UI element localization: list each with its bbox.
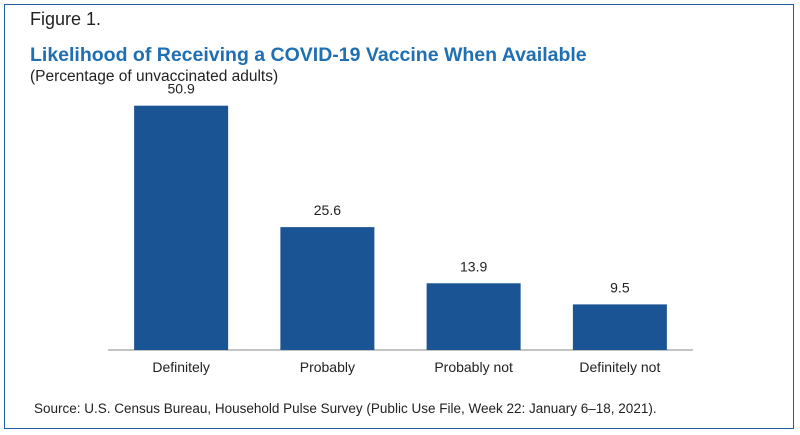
category-label-2: Probably not (434, 359, 513, 375)
data-label-0: 50.9 (168, 81, 195, 97)
figure-label: Figure 1. (30, 9, 102, 29)
bar-2 (426, 283, 521, 350)
data-label-2: 13.9 (460, 258, 487, 274)
chart-subtitle: (Percentage of unvaccinated adults) (30, 68, 279, 85)
category-label-1: Probably (300, 359, 355, 375)
data-label-3: 9.5 (610, 279, 630, 295)
source-note: Source: U.S. Census Bureau, Household Pu… (34, 401, 657, 416)
data-label-1: 25.6 (314, 202, 341, 218)
figure-frame (4, 4, 794, 429)
chart-title: Likelihood of Receiving a COVID-19 Vacci… (30, 44, 587, 66)
bar-3 (572, 304, 667, 350)
category-label-3: Definitely not (579, 359, 660, 375)
bar-1 (280, 227, 375, 350)
category-label-0: Definitely (152, 359, 210, 375)
bar-0 (134, 105, 229, 351)
